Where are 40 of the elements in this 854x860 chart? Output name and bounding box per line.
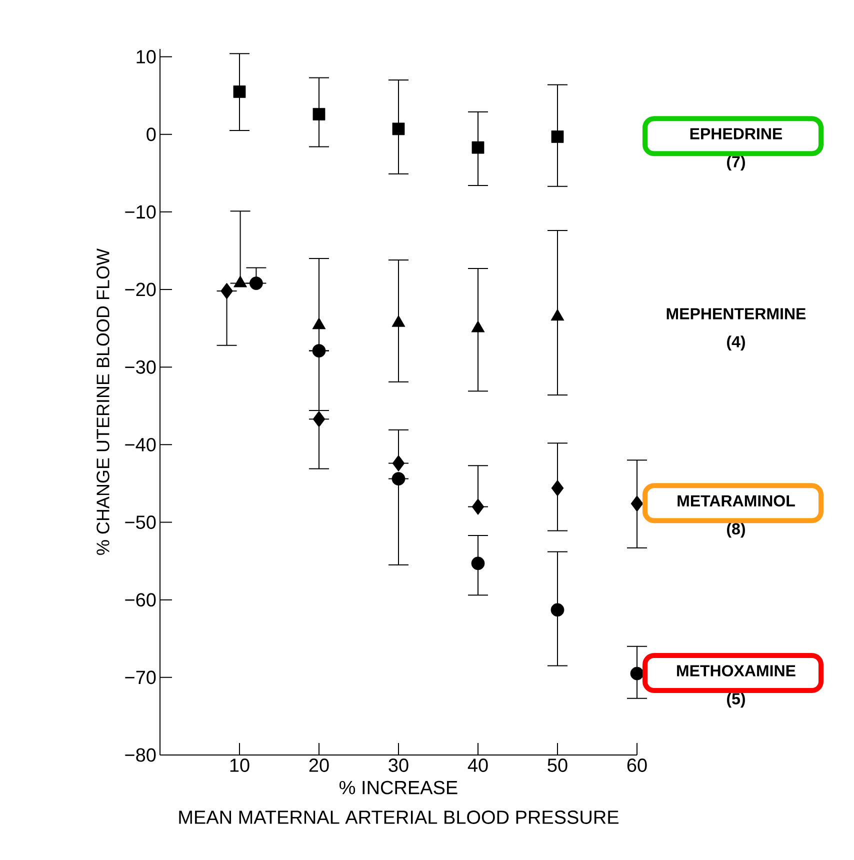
y-tick-label: −70 xyxy=(125,670,156,684)
point xyxy=(471,556,485,570)
point xyxy=(233,85,246,98)
y-tick-label: 10 xyxy=(136,50,156,64)
x-tick-label: 40 xyxy=(468,758,488,772)
x-tick-label: 30 xyxy=(388,758,408,772)
point xyxy=(472,498,484,515)
y-tick-label: 0 xyxy=(146,128,156,142)
y-tick-label: −50 xyxy=(125,516,156,529)
y-tick-label: −40 xyxy=(125,438,156,452)
point xyxy=(630,495,644,512)
point xyxy=(392,455,405,472)
y-axis-title: % CHANGE UTERINE BLOOD FLOW xyxy=(96,248,110,555)
point xyxy=(392,122,405,136)
x-tick-label: 50 xyxy=(548,758,568,772)
y-tick-label: −60 xyxy=(125,593,156,607)
point xyxy=(249,276,263,290)
x-tick-label: 20 xyxy=(309,758,329,772)
y-tick-label: −30 xyxy=(125,360,156,374)
x-tick-label: 10 xyxy=(230,758,250,772)
x-axis-title: % INCREASE xyxy=(340,780,458,794)
point xyxy=(472,141,484,154)
text: MEPHENTERMINE (4) xyxy=(666,308,806,351)
point xyxy=(630,666,644,680)
point xyxy=(550,603,564,617)
point xyxy=(312,108,326,120)
point xyxy=(220,282,233,300)
point xyxy=(392,472,406,486)
point xyxy=(312,410,326,428)
point xyxy=(551,130,564,143)
y-tick-label: −20 xyxy=(125,282,156,296)
point xyxy=(312,344,326,358)
text: METARAMINOL (8) xyxy=(678,495,795,538)
point xyxy=(551,480,564,496)
y-tick-label: −10 xyxy=(125,205,156,219)
y-tick-label: −80 xyxy=(125,748,156,762)
x-tick-label: 60 xyxy=(627,758,647,772)
text: METHOXAMINE (5) xyxy=(677,665,796,708)
text: MEAN MATERNAL ARTERIAL BLOOD PRESSURE xyxy=(179,810,618,824)
text: EPHEDRINE (7) xyxy=(690,128,782,171)
